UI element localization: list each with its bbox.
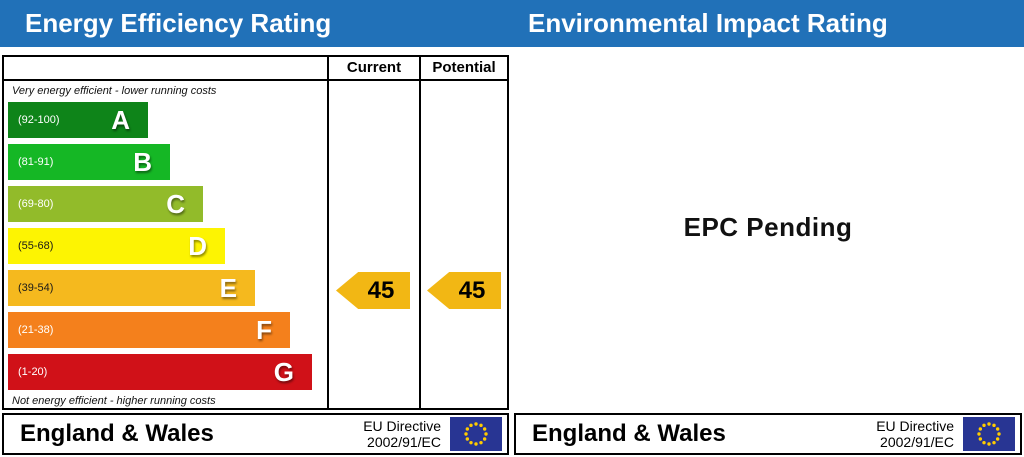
rating-bands: (92-100) A (81-91) B (69-80) C (55-68) D…: [8, 102, 312, 396]
band-f-range: (21-38): [18, 324, 54, 336]
band-d: (55-68) D: [8, 228, 225, 264]
energy-efficiency-chart: Current Potential Very energy efficient …: [2, 55, 509, 410]
band-c-range: (69-80): [18, 198, 54, 210]
header-bar: Energy Efficiency Rating Environmental I…: [0, 0, 1024, 47]
potential-column-header: Potential: [432, 59, 496, 76]
band-d-range: (55-68): [18, 240, 54, 252]
epc-pending-status: EPC Pending: [683, 212, 853, 242]
eu-directive-label: EU Directive 2002/91/EC: [876, 418, 954, 450]
column-divider: [419, 57, 421, 408]
bottom-scale-note: Not energy efficient - higher running co…: [12, 395, 216, 407]
band-e: (39-54) E: [8, 270, 255, 306]
band-a: (92-100) A: [8, 102, 148, 138]
band-g: (1-20) G: [8, 354, 312, 390]
current-rating-arrow: 45: [336, 272, 410, 309]
band-c-letter: C: [166, 188, 185, 219]
band-f: (21-38) F: [8, 312, 290, 348]
band-b-letter: B: [133, 146, 152, 177]
band-d-letter: D: [188, 230, 207, 261]
band-c: (69-80) C: [8, 186, 203, 222]
top-scale-note: Very energy efficient - lower running co…: [12, 85, 217, 97]
region-label: England & Wales: [532, 420, 726, 447]
region-label: England & Wales: [20, 420, 214, 447]
band-b-range: (81-91): [18, 156, 54, 168]
band-e-range: (39-54): [18, 282, 54, 294]
band-e-letter: E: [219, 272, 237, 303]
header-row-divider: [4, 79, 507, 81]
eu-directive-label: EU Directive 2002/91/EC: [363, 418, 441, 450]
eu-flag-icon: [963, 417, 1015, 451]
footer-left: England & Wales EU Directive 2002/91/EC: [2, 413, 509, 455]
environmental-rating-title: Environmental Impact Rating: [528, 8, 888, 38]
energy-rating-title: Energy Efficiency Rating: [25, 8, 332, 38]
band-b: (81-91) B: [8, 144, 170, 180]
footer-right: England & Wales EU Directive 2002/91/EC: [514, 413, 1022, 455]
band-a-range: (92-100): [18, 114, 60, 126]
band-g-range: (1-20): [18, 366, 48, 378]
band-f-letter: F: [256, 314, 272, 345]
eu-flag-icon: [450, 417, 502, 451]
band-g-letter: G: [273, 356, 294, 387]
potential-rating-arrow: 45: [427, 272, 501, 309]
band-a-letter: A: [111, 104, 130, 135]
current-column-header: Current: [346, 59, 402, 76]
column-divider: [327, 57, 329, 408]
